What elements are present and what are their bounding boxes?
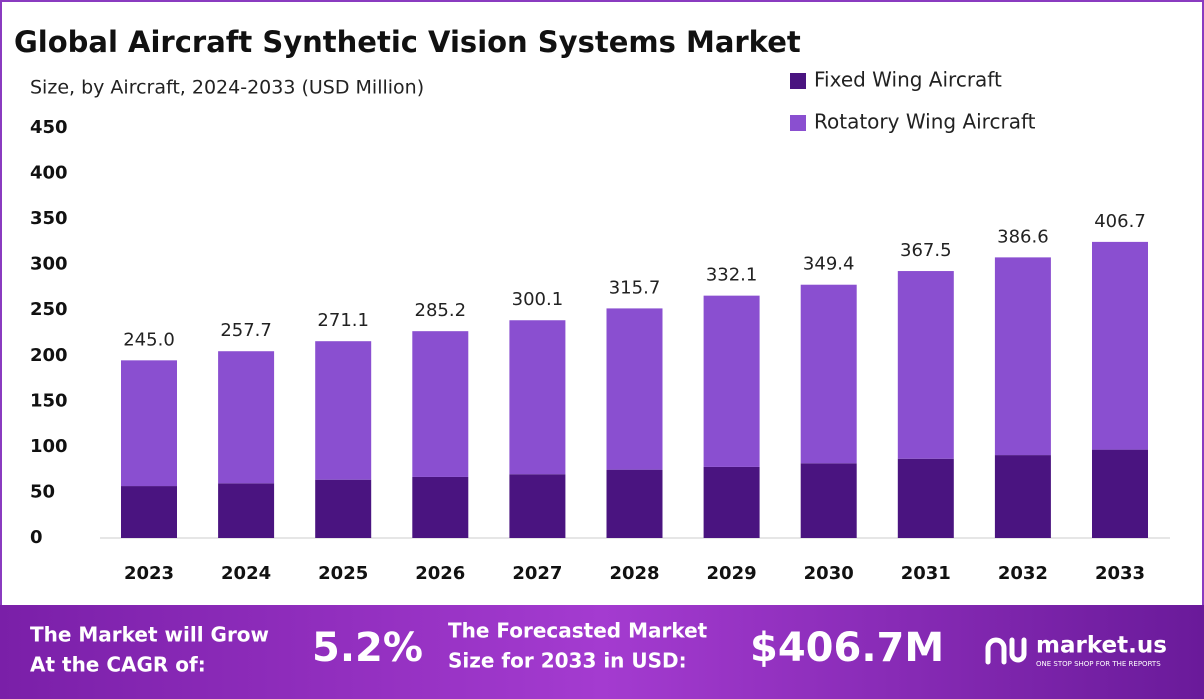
total-label: 406.7 <box>1094 211 1146 232</box>
bar-segment <box>315 341 372 480</box>
total-label: 332.1 <box>706 265 758 286</box>
y-tick-label: 150 <box>30 390 68 411</box>
bar-segment <box>897 458 954 538</box>
x-tick-label: 2031 <box>901 563 951 584</box>
bar-segment <box>412 476 469 538</box>
logo-icon <box>985 637 1007 665</box>
legend-label: Rotatory Wing Aircraft <box>814 110 1036 134</box>
y-tick-label: 450 <box>30 117 68 138</box>
x-tick-label: 2030 <box>804 563 854 584</box>
bar-segment <box>218 483 275 538</box>
bar-segment <box>703 295 760 467</box>
tagline: ONE STOP SHOP FOR THE REPORTS <box>1036 660 1161 668</box>
logo-icon <box>1009 637 1027 663</box>
bar-segment <box>606 469 663 538</box>
total-label: 271.1 <box>317 310 369 331</box>
total-label: 245.0 <box>123 329 175 350</box>
bar-segment <box>509 320 566 475</box>
x-tick-label: 2029 <box>707 563 757 584</box>
x-tick-label: 2026 <box>415 563 465 584</box>
bar-segment <box>1092 449 1148 538</box>
y-tick-label: 200 <box>30 345 68 366</box>
chart-subtitle: Size, by Aircraft, 2024-2033 (USD Millio… <box>30 77 424 99</box>
bar-segment <box>509 474 566 538</box>
total-label: 367.5 <box>900 240 952 261</box>
chart-title: Global Aircraft Synthetic Vision Systems… <box>14 25 801 59</box>
bar-segment <box>703 466 760 538</box>
y-tick-label: 100 <box>30 436 68 457</box>
bar-segment <box>121 486 177 538</box>
total-label: 257.7 <box>220 320 272 341</box>
total-label: 315.7 <box>609 277 661 298</box>
bar-segment <box>897 271 954 459</box>
cagr-text: The Market will Grow <box>30 623 269 647</box>
forecast-text: The Forecasted Market <box>448 619 708 643</box>
total-label: 300.1 <box>512 289 564 310</box>
bar-segment <box>994 257 1051 456</box>
total-label: 386.6 <box>997 226 1049 247</box>
y-tick-label: 300 <box>30 254 68 275</box>
bar-segment <box>218 351 275 484</box>
cagr-text: At the CAGR of: <box>30 653 206 677</box>
bar-segment <box>412 331 469 477</box>
x-tick-label: 2025 <box>318 563 368 584</box>
legend-label: Fixed Wing Aircraft <box>814 68 1002 92</box>
x-tick-label: 2033 <box>1095 563 1145 584</box>
bar-segment <box>800 284 857 464</box>
brand-logo <box>985 637 1027 665</box>
y-tick-label: 400 <box>30 163 68 184</box>
bar-segment <box>800 463 857 538</box>
brand: market.us <box>1036 633 1167 659</box>
legend-swatch <box>790 73 806 89</box>
total-label: 285.2 <box>415 300 467 321</box>
bar-segment <box>121 360 177 487</box>
forecast-text: Size for 2033 in USD: <box>448 649 687 673</box>
x-tick-label: 2023 <box>124 563 174 584</box>
x-tick-label: 2028 <box>609 563 659 584</box>
bar-segment <box>315 479 372 538</box>
bar-segment <box>994 455 1051 538</box>
y-tick-label: 350 <box>30 208 68 229</box>
forecast-value: $406.7M <box>750 625 944 671</box>
total-label: 349.4 <box>803 254 855 275</box>
y-tick-label: 50 <box>30 481 55 502</box>
x-tick-label: 2032 <box>998 563 1048 584</box>
x-tick-label: 2024 <box>221 563 271 584</box>
y-tick-label: 0 <box>30 527 43 548</box>
y-tick-label: 250 <box>30 299 68 320</box>
cagr-value: 5.2% <box>312 625 423 671</box>
bar-segment <box>1092 241 1148 450</box>
legend-swatch <box>790 115 806 131</box>
bar-segment <box>606 308 663 470</box>
x-tick-label: 2027 <box>512 563 562 584</box>
